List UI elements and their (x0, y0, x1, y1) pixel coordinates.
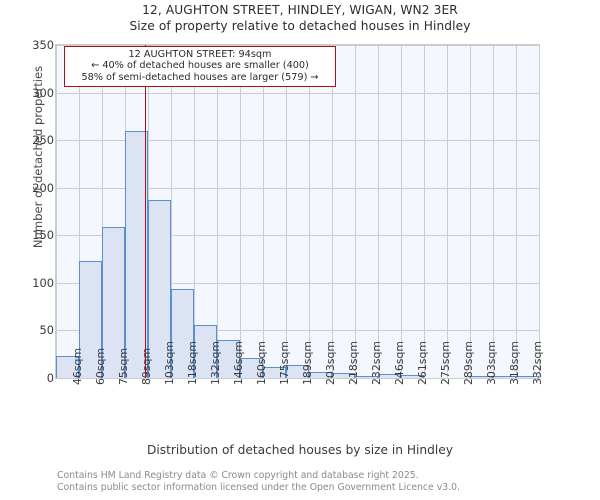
histogram-bar (378, 374, 401, 378)
gridline-vertical (194, 45, 195, 378)
gridline-vertical (286, 45, 287, 378)
histogram-bar (401, 375, 424, 378)
gridline-vertical (424, 45, 425, 378)
gridline-vertical (79, 45, 80, 378)
gridline-vertical (240, 45, 241, 378)
gridline-horizontal (56, 45, 539, 46)
histogram-bar (102, 226, 125, 378)
y-axis-label: Number of detached properties (31, 65, 45, 249)
histogram-bar (125, 130, 148, 378)
gridline-vertical (470, 45, 471, 378)
property-annotation-box: 12 AUGHTON STREET: 94sqm ← 40% of detach… (64, 46, 336, 88)
gridline-vertical (539, 45, 540, 378)
chart-subtitle: Size of property relative to detached ho… (129, 19, 471, 33)
gridline-vertical (102, 45, 103, 378)
histogram-bar (171, 288, 194, 378)
y-tick-label: 0 (46, 371, 54, 385)
histogram-bar (470, 376, 493, 378)
y-tick-label: 50 (39, 323, 55, 338)
chart-titles: 12, AUGHTON STREET, HINDLEY, WIGAN, WN2 … (0, 2, 600, 34)
gridline-horizontal (56, 235, 539, 237)
y-tick-label: 250 (32, 133, 54, 148)
gridline-vertical (171, 45, 172, 378)
y-tick-label: 150 (32, 228, 54, 243)
footer-line-1: Contains HM Land Registry data © Crown c… (57, 470, 419, 481)
y-tick-label: 100 (32, 275, 54, 290)
gridline-vertical (493, 45, 494, 378)
y-tick-label: 200 (32, 180, 54, 195)
annotation-line-2: ← 40% of detached houses are smaller (40… (91, 60, 309, 72)
histogram-bar (286, 364, 309, 378)
gridline-vertical (401, 45, 402, 378)
histogram-bar (332, 373, 355, 378)
histogram-bar (355, 376, 378, 378)
gridline-vertical (217, 45, 218, 378)
y-tick-label: 300 (32, 85, 54, 100)
annotation-line-1: 12 AUGHTON STREET: 94sqm (128, 49, 272, 60)
gridline-horizontal (56, 187, 539, 189)
footer-attribution: Contains HM Land Registry data © Crown c… (57, 470, 597, 493)
histogram-bar (148, 200, 171, 378)
histogram-bar (217, 339, 240, 378)
plot-area (55, 44, 540, 379)
gridline-horizontal (56, 92, 539, 94)
histogram-bar (493, 376, 516, 378)
histogram-bar (309, 372, 332, 378)
x-axis-label: Distribution of detached houses by size … (146, 443, 453, 457)
histogram-bar (516, 376, 539, 378)
gridline-vertical (447, 45, 448, 378)
histogram-bar (79, 260, 102, 378)
property-marker-line (144, 45, 147, 378)
footer-line-2: Contains public sector information licen… (57, 481, 460, 493)
gridline-vertical (56, 45, 57, 378)
gridline-horizontal (56, 140, 539, 142)
gridline-vertical (309, 45, 310, 378)
gridline-vertical (355, 45, 356, 378)
page-title: 12, AUGHTON STREET, HINDLEY, WIGAN, WN2 … (142, 3, 458, 17)
gridline-horizontal (56, 330, 539, 332)
gridline-vertical (263, 45, 264, 378)
histogram-bar (194, 324, 217, 378)
gridline-vertical (378, 45, 379, 378)
y-tick-label: 350 (32, 38, 54, 52)
gridline-vertical (516, 45, 517, 378)
gridline-horizontal (56, 282, 539, 284)
bar-series (56, 45, 539, 378)
annotation-line-3: 58% of semi-detached houses are larger (… (81, 71, 319, 83)
gridline-vertical (332, 45, 333, 378)
histogram-bar (263, 366, 286, 378)
histogram-bar (240, 358, 263, 378)
histogram-bar (56, 356, 79, 378)
